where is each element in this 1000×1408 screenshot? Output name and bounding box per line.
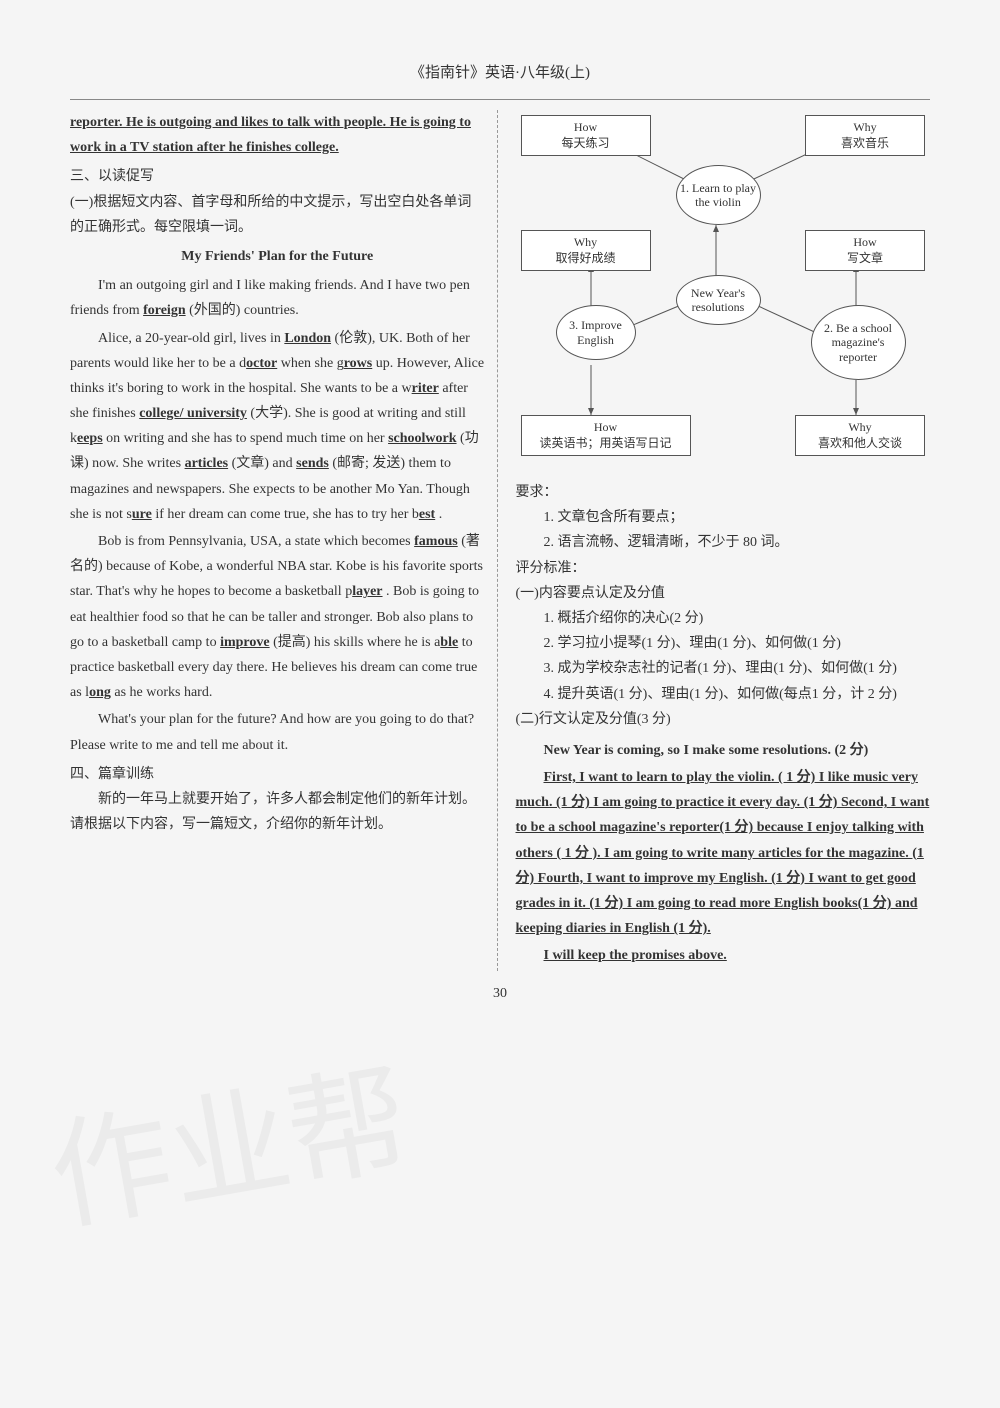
blank: articles: [185, 456, 229, 471]
oval-left: 3. Improve English: [556, 305, 636, 360]
section-4-label: 四、篇章训练: [70, 762, 485, 787]
answer-p3: I will keep the promises above.: [516, 943, 931, 968]
blank: improve: [220, 635, 270, 650]
left-column: reporter. He is outgoing and likes to ta…: [70, 110, 498, 971]
text: when she g: [281, 356, 344, 371]
scoring-a-label: (一)内容要点认定及分值: [516, 581, 931, 606]
paragraph-3: Bob is from Pennsylvania, USA, a state w…: [70, 529, 485, 705]
blank: layer: [352, 584, 382, 599]
line: How: [528, 420, 684, 436]
line: How: [812, 235, 918, 251]
scoring-label: 评分标准：: [516, 556, 931, 581]
divider: [70, 99, 930, 100]
blank: rows: [344, 356, 373, 371]
blank: London: [284, 331, 331, 346]
paragraph-2: Alice, a 20-year-old girl, lives in Lond…: [70, 326, 485, 528]
blank: ure: [132, 507, 152, 522]
text: as he works hard.: [114, 685, 212, 700]
blank: ble: [440, 635, 458, 650]
text: (外国的) countries.: [189, 303, 299, 318]
blank: college/ university: [139, 406, 247, 421]
text: .: [439, 507, 443, 522]
page-number: 30: [70, 981, 930, 1006]
blank: riter: [412, 381, 439, 396]
answer-p1: New Year is coming, so I make some resol…: [516, 738, 931, 763]
blank: famous: [414, 534, 458, 549]
text: Bob is from Pennsylvania, USA, a state w…: [98, 534, 414, 549]
watermark: 作业帮: [34, 1012, 426, 1287]
line: 写文章: [812, 251, 918, 267]
oval-right: 2. Be a school magazine's reporter: [811, 305, 906, 380]
box-top-left: How 每天练习: [521, 115, 651, 156]
blank: ong: [89, 685, 111, 700]
blank: est: [419, 507, 435, 522]
text: on writing and she has to spend much tim…: [106, 431, 388, 446]
line: 每天练习: [528, 136, 644, 152]
box-mid-right: How 写文章: [805, 230, 925, 271]
requirements-label: 要求：: [516, 480, 931, 505]
section-3-label: 三、以读促写: [70, 164, 485, 189]
instruction: (一)根据短文内容、首字母和所给的中文提示，写出空白处各单词的正确形式。每空限填…: [70, 190, 485, 240]
scoring-b-label: (二)行文认定及分值(3 分): [516, 707, 931, 732]
paragraph-4: What's your plan for the future? And how…: [70, 707, 485, 757]
line: Why: [528, 235, 644, 251]
answer-p2: First, I want to learn to play the violi…: [516, 765, 931, 941]
box-bot-right: Why 喜欢和他人交谈: [795, 415, 925, 456]
blank: foreign: [143, 303, 186, 318]
scoring-a-list: 1. 概括介绍你的决心(2 分) 2. 学习拉小提琴(1 分)、理由(1 分)、…: [544, 606, 931, 707]
text: Alice, a 20-year-old girl, lives in: [98, 331, 284, 346]
line: Why: [802, 420, 918, 436]
score-item: 4. 提升英语(1 分)、理由(1 分)、如何做(每点1 分，计 2 分): [544, 682, 931, 707]
blank: sends: [296, 456, 329, 471]
right-column: How 每天练习 Why 喜欢音乐 Why 取得好成绩 How 写文章 How …: [516, 110, 931, 971]
text: (文章) and: [232, 456, 297, 471]
req-item: 1. 文章包含所有要点；: [544, 505, 931, 530]
req-item: 2. 语言流畅、逻辑清晰，不少于 80 词。: [544, 530, 931, 555]
line: Why: [812, 120, 918, 136]
columns: reporter. He is outgoing and likes to ta…: [70, 110, 930, 971]
box-bot-left: How 读英语书；用英语写日记: [521, 415, 691, 456]
score-item: 3. 成为学校杂志社的记者(1 分)、理由(1 分)、如何做(1 分): [544, 656, 931, 681]
oval-top: 1. Learn to play the violin: [676, 165, 761, 225]
line: 取得好成绩: [528, 251, 644, 267]
blank: schoolwork: [388, 431, 456, 446]
intro-text: reporter. He is outgoing and likes to ta…: [70, 115, 471, 155]
line: 读英语书；用英语写日记: [528, 436, 684, 452]
line: How: [528, 120, 644, 136]
text: (提高) his skills where he is a: [273, 635, 440, 650]
score-item: 2. 学习拉小提琴(1 分)、理由(1 分)、如何做(1 分): [544, 631, 931, 656]
oval-center: New Year's resolutions: [676, 275, 761, 325]
page-header: 《指南针》英语·八年级(上): [70, 60, 930, 91]
text: if her dream can come true, she has to t…: [155, 507, 419, 522]
box-mid-left: Why 取得好成绩: [521, 230, 651, 271]
line: 喜欢和他人交谈: [802, 436, 918, 452]
requirements-list: 1. 文章包含所有要点； 2. 语言流畅、逻辑清晰，不少于 80 词。: [544, 505, 931, 555]
blank: eeps: [77, 431, 103, 446]
passage-title: My Friends' Plan for the Future: [70, 244, 485, 269]
blank: octor: [246, 356, 277, 371]
paragraph-1: I'm an outgoing girl and I like making f…: [70, 273, 485, 323]
line: 喜欢音乐: [812, 136, 918, 152]
box-top-right: Why 喜欢音乐: [805, 115, 925, 156]
sample-answer: New Year is coming, so I make some resol…: [516, 738, 931, 969]
mindmap-diagram: How 每天练习 Why 喜欢音乐 Why 取得好成绩 How 写文章 How …: [516, 110, 931, 470]
score-item: 1. 概括介绍你的决心(2 分): [544, 606, 931, 631]
intro-continuation: reporter. He is outgoing and likes to ta…: [70, 110, 485, 160]
section-4-text: 新的一年马上就要开始了，许多人都会制定他们的新年计划。请根据以下内容，写一篇短文…: [70, 787, 485, 837]
